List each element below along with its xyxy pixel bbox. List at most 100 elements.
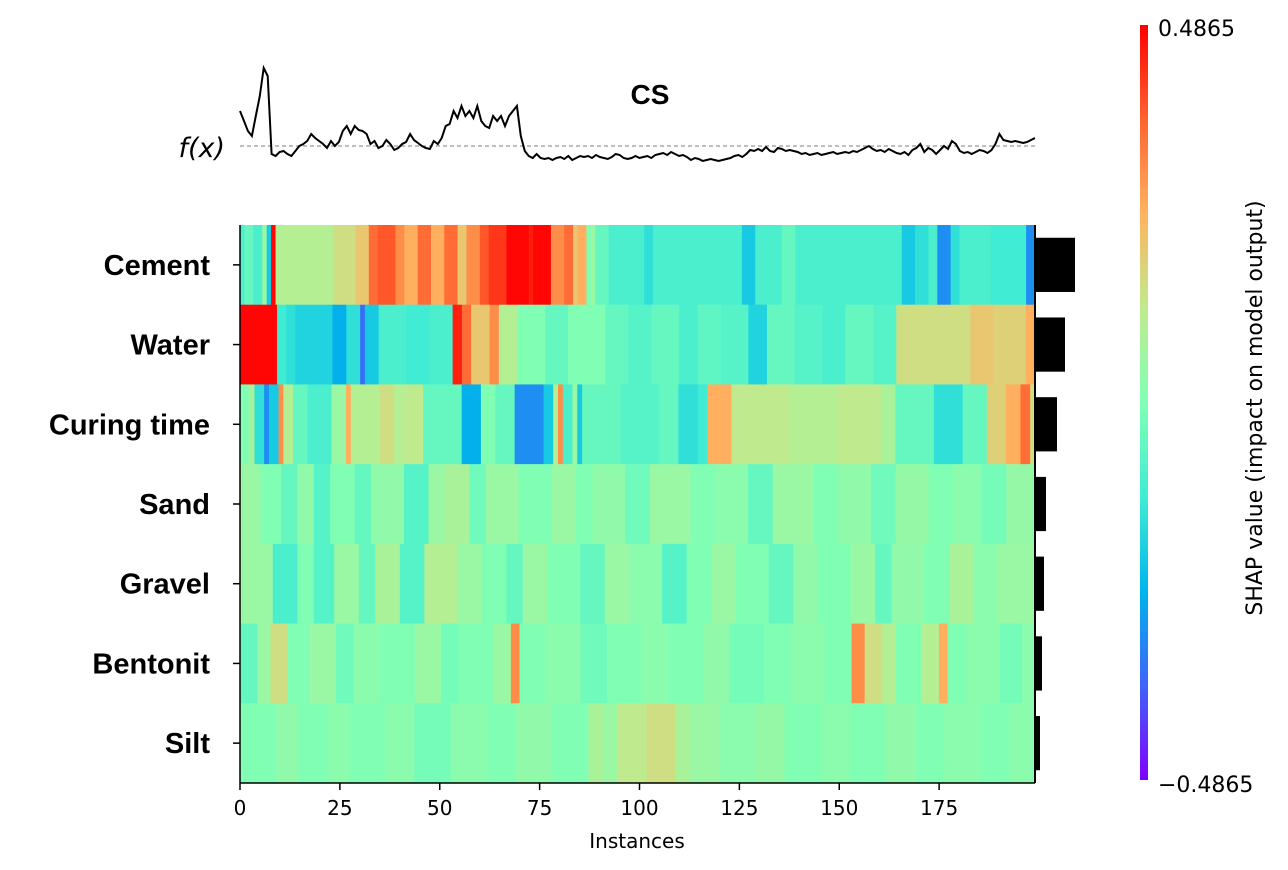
heatmap-cell-cement-45: [990, 225, 1027, 306]
feature-label-curing-time: Curing time: [49, 409, 210, 441]
heatmap-cell-curing-time-26: [582, 384, 622, 465]
heatmap-cell-curing-time-17: [480, 384, 496, 465]
heatmap-cell-gravel-14: [580, 543, 606, 624]
heatmap-cell-gravel-29: [973, 543, 999, 624]
heatmap-cell-sand-18: [649, 464, 692, 545]
heatmap-cell-cement-27: [577, 225, 588, 306]
heatmap-cell-bentonit-24: [851, 623, 866, 704]
heatmap-cell-curing-time-32: [731, 384, 790, 465]
heatmap-cell-curing-time-22: [558, 384, 564, 465]
heatmap-cell-water-19: [605, 304, 629, 385]
heatmap-cell-bentonit-4: [309, 623, 337, 704]
heatmap-cell-sand-26: [895, 464, 930, 545]
feature-label-silt: Silt: [165, 728, 210, 760]
heatmap-cell-bentonit-30: [947, 623, 966, 704]
feature-label-bentonit: Bentonit: [92, 648, 210, 680]
heatmap-cell-bentonit-3: [288, 623, 311, 704]
heatmap-cell-water-0: [240, 304, 278, 385]
heatmap-cell-bentonit-11: [493, 623, 512, 704]
heatmap-cell-bentonit-10: [458, 623, 494, 704]
heatmap-cell-silt-1: [276, 703, 299, 784]
heatmap-cell-sand-17: [625, 464, 651, 545]
heatmap-cell-cement-4: [266, 225, 272, 306]
heatmap: [240, 225, 1036, 784]
heatmap-cell-silt-8: [486, 703, 517, 784]
heatmap-cell-sand-7: [371, 464, 405, 545]
heatmap-cell-cement-42: [937, 225, 952, 306]
importance-bar-bentonit: [1035, 636, 1042, 691]
heatmap-cell-water-2: [286, 304, 297, 385]
x-tick-label-150: 150: [820, 796, 858, 820]
heatmap-cell-curing-time-38: [962, 384, 988, 465]
heatmap-cell-cement-44: [959, 225, 992, 306]
heatmap-cell-gravel-27: [924, 543, 950, 624]
heatmap-cell-cement-15: [430, 225, 445, 306]
heatmap-cell-gravel-13: [547, 543, 581, 624]
colorbar: [1140, 25, 1148, 780]
heatmap-cell-curing-time-39: [986, 384, 1007, 465]
heatmap-cell-curing-time-30: [697, 384, 708, 465]
heatmap-cell-cement-1: [244, 225, 254, 306]
importance-bar-cement: [1035, 237, 1075, 292]
heatmap-cell-curing-time-23: [562, 384, 574, 465]
heatmap-cell-water-12: [461, 304, 472, 385]
heatmap-cell-sand-19: [690, 464, 716, 545]
heatmap-cell-cement-5: [271, 225, 277, 306]
heatmap-cell-gravel-23: [817, 543, 852, 624]
heatmap-cell-bentonit-21: [764, 623, 791, 704]
heatmap-cell-cement-39: [901, 225, 916, 306]
heatmap-cell-silt-7: [450, 703, 488, 784]
heatmap-cell-curing-time-18: [495, 384, 516, 465]
heatmap-cell-gravel-4: [334, 543, 360, 624]
heatmap-cell-silt-24: [944, 703, 982, 784]
heatmap-cell-cement-37: [781, 225, 796, 306]
heatmap-cell-curing-time-16: [461, 384, 482, 465]
heatmap-cell-sand-3: [297, 464, 315, 545]
x-tick-label-25: 25: [327, 796, 352, 820]
heatmap-cell-cement-21: [506, 225, 530, 306]
heatmap-cell-cement-11: [377, 225, 397, 306]
heatmap-cell-silt-2: [298, 703, 328, 784]
heatmap-cell-bentonit-25: [864, 623, 883, 704]
heatmap-cell-gravel-2: [297, 543, 315, 624]
heatmap-cell-curing-time-8: [307, 384, 333, 465]
heatmap-cell-water-13: [471, 304, 491, 385]
heatmap-cell-silt-5: [385, 703, 415, 784]
heatmap-cell-water-7: [364, 304, 380, 385]
heatmap-cell-cement-3: [262, 225, 268, 306]
heatmap-cell-gravel-17: [662, 543, 688, 624]
heatmap-cell-gravel-22: [793, 543, 819, 624]
heatmap-cell-gravel-28: [948, 543, 975, 624]
heatmap-cell-water-10: [429, 304, 454, 385]
heatmap-cell-curing-time-35: [880, 384, 896, 465]
heatmap-cell-sand-30: [1006, 464, 1036, 545]
heatmap-cell-cement-38: [795, 225, 903, 306]
heatmap-cell-curing-time-11: [350, 384, 381, 465]
heatmap-cell-curing-time-28: [659, 384, 680, 465]
heatmap-cell-water-24: [720, 304, 750, 385]
heatmap-cell-silt-3: [327, 703, 350, 784]
heatmap-cell-bentonit-8: [414, 623, 442, 704]
heatmap-cell-gravel-10: [481, 543, 507, 624]
heatmap-cell-bentonit-9: [440, 623, 459, 704]
heatmap-cell-water-23: [697, 304, 722, 385]
heatmap-cell-gravel-15: [604, 543, 630, 624]
heatmap-cell-silt-14: [646, 703, 677, 784]
heatmap-cell-gravel-26: [891, 543, 925, 624]
heatmap-cell-sand-25: [871, 464, 897, 545]
heatmap-cell-silt-25: [980, 703, 1011, 784]
heatmap-cell-water-22: [679, 304, 699, 385]
heatmap-cell-sand-13: [518, 464, 553, 545]
heatmap-cell-sand-10: [444, 464, 471, 545]
heatmap-cell-cement-2: [253, 225, 263, 306]
heatmap-cell-cement-16: [444, 225, 459, 306]
heatmap-cell-curing-time-6: [283, 384, 294, 465]
importance-bar-curing-time: [1035, 397, 1057, 452]
heatmap-cell-sand-24: [838, 464, 872, 545]
heatmap-cell-curing-time-7: [293, 384, 309, 465]
heatmap-cell-sand-4: [313, 464, 331, 545]
heatmap-cell-water-34: [1025, 304, 1036, 385]
heatmap-cell-cement-36: [755, 225, 783, 306]
heatmap-cell-water-18: [568, 304, 606, 385]
heatmap-cell-sand-29: [981, 464, 1007, 545]
